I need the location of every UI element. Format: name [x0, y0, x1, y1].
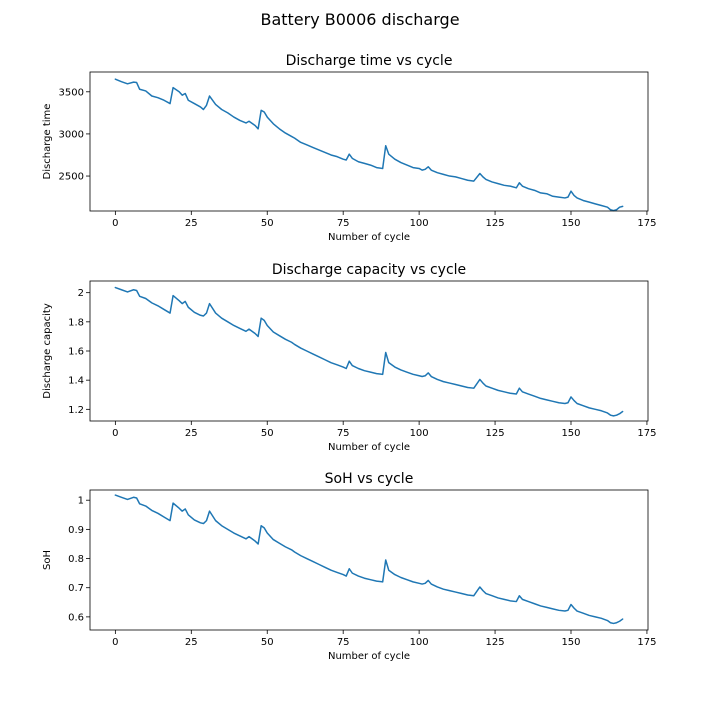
figure-title: Battery B0006 discharge: [260, 10, 460, 29]
plot3-series-line: [114, 494, 624, 625]
plot1-series-line: [114, 78, 624, 212]
plot1-xlabel: Number of cycle: [328, 232, 410, 243]
plot2-ytick-label: 2: [78, 288, 84, 299]
plot2-xtick-label: 25: [185, 428, 198, 439]
plot3-xtick-label: 25: [185, 637, 198, 648]
plot1-xtick-label: 75: [337, 218, 350, 229]
plot3-xtick-label: 125: [486, 637, 505, 648]
plot2-xtick-label: 175: [637, 428, 656, 439]
plot3-xtick-label: 175: [637, 637, 656, 648]
plot3-title: SoH vs cycle: [325, 471, 414, 487]
plot1-ytick-label: 2500: [59, 172, 84, 183]
plot2-xtick-label: 0: [112, 428, 118, 439]
plot2-ytick-label: 1.2: [68, 405, 84, 416]
plot1-xtick-label: 150: [561, 218, 580, 229]
plot2-xtick-label: 100: [410, 428, 429, 439]
plot3-xtick-label: 0: [112, 637, 118, 648]
plot2-ytick-label: 1.4: [68, 376, 84, 387]
plot1-ytick-label: 3000: [59, 129, 84, 140]
plot2-xtick-label: 150: [561, 428, 580, 439]
plot1-xtick-label: 50: [261, 218, 274, 229]
plot3-axes-frame: [89, 489, 649, 631]
plot3-ytick-label: 1: [78, 496, 84, 507]
plot1-axes-frame: [89, 71, 649, 212]
plot1-xtick-label: 100: [410, 218, 429, 229]
plot1-xtick-label: 125: [486, 218, 505, 229]
plot2-xtick-label: 75: [337, 428, 350, 439]
plot1-ylabel: Discharge time: [42, 104, 53, 180]
plot1-title: Discharge time vs cycle: [286, 53, 453, 69]
plot2-title: Discharge capacity vs cycle: [272, 262, 466, 278]
plot3-xtick-label: 50: [261, 637, 274, 648]
plot3-ytick-label: 0.6: [68, 612, 84, 623]
plot2-ytick-label: 1.6: [68, 347, 84, 358]
plot1-ytick-label: 3500: [59, 87, 84, 98]
plot2-ytick-label: 1.8: [68, 317, 84, 328]
plot1-xtick-label: 0: [112, 218, 118, 229]
plot3-xlabel: Number of cycle: [328, 651, 410, 662]
plot3-xtick-label: 75: [337, 637, 350, 648]
plot3-ytick-label: 0.9: [68, 525, 84, 536]
plot1-xtick-label: 175: [637, 218, 656, 229]
plot3-ytick-label: 0.8: [68, 554, 84, 565]
plot2-xlabel: Number of cycle: [328, 442, 410, 453]
plot3-ylabel: SoH: [42, 550, 53, 570]
plot3-xtick-label: 150: [561, 637, 580, 648]
plot2-series-line: [114, 286, 624, 417]
plot2-axes-frame: [89, 280, 649, 422]
plot2-xtick-label: 50: [261, 428, 274, 439]
plot2-xtick-label: 125: [486, 428, 505, 439]
plot2-ylabel: Discharge capacity: [42, 303, 53, 399]
plot3-xtick-label: 100: [410, 637, 429, 648]
plot1-xtick-label: 25: [185, 218, 198, 229]
plot3-ytick-label: 0.7: [68, 583, 84, 594]
